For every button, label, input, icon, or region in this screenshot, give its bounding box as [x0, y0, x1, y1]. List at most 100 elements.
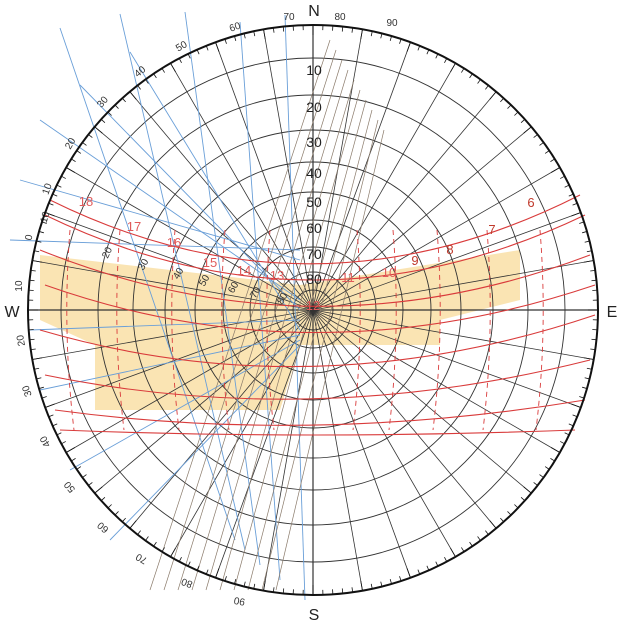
sun-path-line: [39, 249, 591, 307]
rim-tick: [129, 520, 137, 529]
inner-west-labels: 10 20 30 40 50 60 70 80: [39, 210, 291, 306]
blue-reference-line: [19, 179, 301, 261]
rim-tick: [523, 126, 532, 134]
rim-tick: [45, 212, 55, 217]
azimuth-radial: [94, 309, 314, 494]
rim-label-left-30b: 30: [20, 383, 34, 398]
blue-reference-line: [184, 11, 261, 566]
rim-label-left-70b: 70: [134, 550, 150, 565]
hour-label-9: 9: [411, 253, 418, 268]
north-label: N: [308, 3, 320, 20]
rim-label-left-20b: 20: [15, 334, 28, 347]
alt-label-20: 20: [306, 99, 322, 115]
azimuth-radial: [312, 309, 497, 529]
rim-tick: [65, 447, 76, 453]
rim-tick: [129, 91, 137, 100]
rim-tick: [360, 29, 363, 40]
rim-label-70: 70: [283, 12, 295, 23]
azimuth-radial: [32, 260, 314, 311]
azimuth-radial: [312, 212, 581, 311]
hour-labels: 6 7 8 9 10 11 12 13 14 15 16 17 18: [79, 194, 535, 313]
sun-path-curves: [39, 194, 596, 436]
azimuth-radial: [312, 309, 456, 558]
azimuth-lines: [28, 25, 598, 595]
alt-label-40: 40: [306, 165, 322, 181]
left-rim-labels: 60 50 40 30 20 10 0 10 20 30 40 50 60 70…: [14, 20, 246, 606]
outer-border-ring: [27, 24, 599, 596]
grey-reference-line: [261, 119, 379, 591]
azimuth-radial: [129, 309, 314, 529]
azimuth-radial: [215, 42, 314, 311]
south-label: S: [309, 607, 320, 624]
azimuth-radial: [312, 309, 581, 408]
blue-reference-line: [109, 344, 301, 541]
hour-label-18: 18: [79, 194, 93, 209]
rim-tick: [450, 62, 456, 73]
azimuth-radial: [312, 42, 411, 311]
rim-label-left-30a: 30: [95, 94, 111, 110]
inner-label-40: 40: [171, 266, 186, 282]
blue-reference-line: [129, 51, 301, 331]
blue-reference-line: [239, 21, 281, 581]
hour-label-14: 14: [237, 263, 251, 278]
inner-label-50: 50: [197, 273, 212, 289]
hour-label-10: 10: [382, 265, 396, 280]
rim-label-left-80b: 80: [180, 575, 195, 589]
grey-reference-line: [275, 129, 385, 591]
hour-line: [482, 229, 491, 431]
hour-label-7: 7: [488, 222, 495, 237]
azimuth-radial: [65, 309, 314, 453]
azimuth-radial: [312, 126, 532, 311]
hour-label-13: 13: [270, 268, 284, 283]
sun-path-line: [54, 399, 586, 426]
hour-line: [171, 229, 180, 431]
alt-label-60: 60: [306, 220, 322, 236]
rim-label-left-60a: 60: [228, 20, 243, 34]
west-label: W: [4, 304, 20, 321]
grey-reference-line: [219, 89, 361, 591]
rim-tick: [170, 547, 176, 558]
rim-label-left-90b: 90: [233, 594, 246, 607]
rim-tick: [583, 357, 594, 360]
rim-tick: [489, 520, 497, 529]
sun-path-line: [39, 314, 596, 368]
rim-label-left-40b: 40: [38, 433, 53, 449]
rim-label-left-50b: 50: [62, 478, 78, 494]
alt-label-50: 50: [306, 194, 322, 210]
inner-label-30: 30: [136, 257, 151, 273]
shading-region: [40, 250, 520, 410]
hour-label-11: 11: [341, 270, 355, 285]
azimuth-radial: [312, 62, 456, 311]
grey-reference-line: [233, 99, 367, 591]
alt-label-30: 30: [306, 134, 322, 150]
azimuth-radial: [32, 309, 314, 360]
rim-tick: [263, 580, 266, 591]
rim-tick: [94, 486, 103, 494]
grey-reference-line: [247, 109, 373, 591]
hour-label-8: 8: [446, 242, 453, 257]
azimuth-radial: [312, 167, 561, 311]
blue-reference-lines: [9, 11, 306, 601]
rim-tick: [32, 357, 43, 360]
rim-tick: [215, 42, 220, 52]
rim-tick: [571, 212, 581, 217]
inner-label-20: 20: [100, 245, 115, 260]
blue-reference-line: [59, 27, 236, 541]
rim-tick: [406, 42, 411, 52]
hour-line: [432, 229, 441, 431]
grey-reference-line: [191, 69, 349, 591]
rim-tick: [450, 547, 456, 558]
hour-line: [535, 229, 544, 431]
inner-label-80: 80: [275, 291, 290, 307]
rim-label-left-0: 0: [24, 233, 36, 241]
inner-label-60: 60: [226, 280, 241, 296]
rim-label-left-10b: 10: [14, 280, 25, 292]
grey-reference-lines: [149, 39, 385, 591]
rim-label-90: 90: [386, 18, 398, 29]
rim-tick: [489, 91, 497, 100]
rim-tick: [170, 62, 176, 73]
grey-reference-line: [163, 49, 337, 591]
hour-label-6: 6: [527, 195, 534, 210]
altitude-labels: 10 20 30 40 50 60 70 80: [306, 62, 322, 287]
